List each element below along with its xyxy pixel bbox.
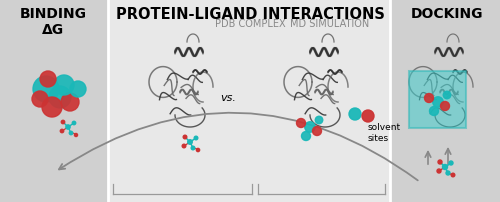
- Circle shape: [316, 117, 323, 124]
- Circle shape: [49, 87, 71, 108]
- Circle shape: [70, 132, 72, 135]
- Circle shape: [362, 110, 374, 122]
- Circle shape: [42, 98, 62, 117]
- Circle shape: [66, 125, 70, 129]
- Circle shape: [72, 122, 76, 125]
- Circle shape: [302, 132, 310, 141]
- Text: PDB COMPLEX: PDB COMPLEX: [214, 19, 286, 29]
- Circle shape: [440, 102, 450, 111]
- Circle shape: [70, 82, 86, 98]
- Text: vs.: vs.: [220, 93, 236, 102]
- Circle shape: [433, 97, 444, 108]
- Circle shape: [40, 72, 56, 87]
- Circle shape: [54, 76, 74, 96]
- Text: MD SIMULATION: MD SIMULATION: [290, 19, 370, 29]
- Bar: [390, 0, 500, 202]
- Bar: [0, 0, 108, 202]
- Circle shape: [451, 173, 455, 177]
- Circle shape: [442, 165, 448, 170]
- FancyBboxPatch shape: [409, 72, 466, 128]
- Circle shape: [74, 134, 78, 137]
- Circle shape: [183, 136, 187, 139]
- Bar: [108, 0, 390, 202]
- Circle shape: [296, 119, 306, 128]
- Circle shape: [61, 94, 79, 112]
- Circle shape: [33, 77, 59, 102]
- Circle shape: [312, 127, 322, 136]
- Circle shape: [196, 149, 200, 152]
- Circle shape: [305, 122, 316, 133]
- Circle shape: [438, 160, 442, 164]
- Circle shape: [424, 94, 434, 103]
- Circle shape: [60, 130, 64, 133]
- Circle shape: [446, 171, 450, 175]
- Circle shape: [62, 121, 64, 124]
- Text: BINDING
ΔG: BINDING ΔG: [20, 7, 86, 37]
- Circle shape: [437, 169, 441, 173]
- Text: solvent
sites: solvent sites: [368, 122, 401, 142]
- Circle shape: [188, 140, 192, 145]
- Circle shape: [349, 108, 361, 120]
- Circle shape: [32, 92, 48, 107]
- Circle shape: [444, 92, 451, 99]
- Circle shape: [182, 144, 186, 148]
- Circle shape: [194, 137, 198, 140]
- Text: PROTEIN-LIGAND INTERACTIONS: PROTEIN-LIGAND INTERACTIONS: [116, 7, 384, 22]
- Text: DOCKING: DOCKING: [411, 7, 483, 21]
- Circle shape: [430, 107, 438, 116]
- Circle shape: [449, 161, 453, 165]
- Circle shape: [191, 146, 195, 150]
